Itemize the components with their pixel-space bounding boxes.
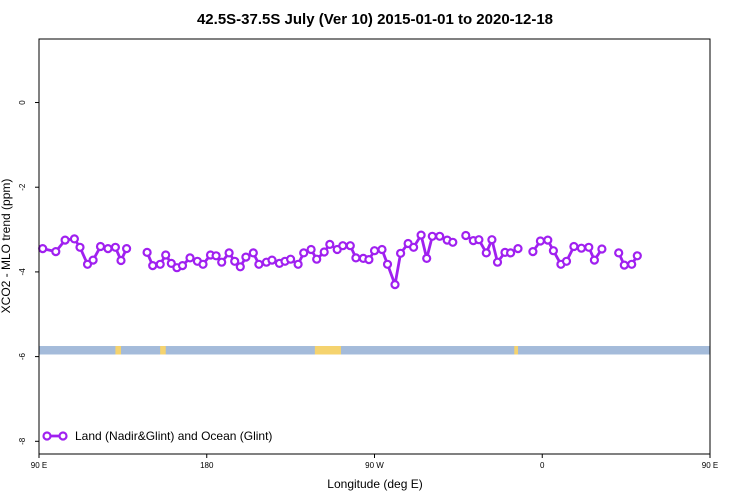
legend-marker-left <box>42 431 52 441</box>
data-point <box>95 241 106 252</box>
data-point <box>38 244 48 254</box>
data-point <box>148 261 158 271</box>
data-point <box>345 241 355 251</box>
x-axis-label: Longitude (deg E) <box>327 477 422 491</box>
data-point <box>75 242 85 252</box>
x-tick-label: 0 <box>540 461 545 470</box>
data-point <box>69 234 80 244</box>
series-layer <box>38 230 642 290</box>
data-point <box>286 254 296 264</box>
y-tick-label: -6 <box>18 353 27 361</box>
data-point <box>390 280 400 290</box>
data-point <box>435 231 445 241</box>
data-point <box>569 241 579 252</box>
data-point <box>267 255 277 265</box>
data-point <box>535 236 546 246</box>
data-point <box>121 244 132 254</box>
data-point <box>51 247 61 257</box>
data-point <box>142 247 152 257</box>
data-point <box>619 260 629 270</box>
data-point <box>584 242 594 252</box>
x-axis: 90 E 180 90 W 0 90 E <box>31 454 718 470</box>
data-point <box>561 256 572 266</box>
y-tick-label: -8 <box>18 437 27 445</box>
data-point <box>427 231 437 241</box>
data-point <box>416 230 426 240</box>
data-point <box>312 254 322 264</box>
land-patch <box>160 346 166 355</box>
data-point <box>461 230 471 241</box>
data-point <box>198 259 208 269</box>
x-tick-label: 180 <box>200 461 214 470</box>
data-point <box>369 246 380 256</box>
y-tick-label: -4 <box>18 268 27 276</box>
data-point <box>627 259 637 269</box>
data-point <box>166 258 176 268</box>
land-patch <box>514 346 519 355</box>
data-point <box>60 235 70 245</box>
data-point <box>110 242 121 252</box>
legend-label: Land (Nadir&Glint) and Ocean (Glint) <box>75 429 272 443</box>
data-point <box>217 257 227 267</box>
chart-title: 42.5S-37.5S July (Ver 10) 2015-01-01 to … <box>197 11 553 28</box>
data-point <box>88 255 98 265</box>
data-point <box>614 248 624 258</box>
data-point <box>299 248 309 258</box>
data-point <box>319 247 329 257</box>
land-ocean-strip <box>39 346 710 355</box>
data-point <box>177 261 188 271</box>
y-tick-label: 0 <box>18 100 27 105</box>
y-axis-label: XCO2 - MLO trend (ppm) <box>0 179 13 314</box>
data-point <box>448 237 458 247</box>
data-point <box>241 252 251 262</box>
data-point <box>548 246 559 256</box>
data-point <box>474 235 484 245</box>
data-point <box>576 243 587 253</box>
data-point <box>513 244 523 254</box>
data-point <box>293 259 303 269</box>
x-tick-label: 90 W <box>365 461 384 470</box>
data-point <box>589 255 600 265</box>
x-tick-label: 90 E <box>31 461 47 470</box>
data-point <box>481 248 491 258</box>
data-point <box>338 241 348 251</box>
data-point <box>254 259 264 269</box>
data-point <box>422 253 432 263</box>
data-point <box>632 251 642 261</box>
data-point <box>306 244 316 255</box>
y-tick-label: -2 <box>18 183 27 191</box>
data-point <box>528 247 538 257</box>
data-point <box>325 239 335 249</box>
data-point <box>382 259 393 269</box>
data-point <box>487 235 497 245</box>
land-patch <box>115 346 122 355</box>
data-point <box>364 255 374 265</box>
data-point <box>248 248 258 258</box>
data-point <box>506 248 516 258</box>
data-point <box>185 253 195 263</box>
data-point <box>377 244 387 255</box>
data-point <box>409 242 419 252</box>
data-point <box>597 244 607 254</box>
ocean-strip <box>39 346 710 355</box>
data-point <box>211 251 221 261</box>
data-point <box>543 235 553 245</box>
y-axis: 0 -2 -4 -6 -8 <box>18 100 39 445</box>
x-tick-label: 90 E <box>702 461 718 470</box>
legend-marker-right <box>58 431 68 441</box>
data-point <box>155 259 165 269</box>
data-point <box>351 253 361 263</box>
data-point <box>116 255 126 266</box>
data-point <box>396 248 406 258</box>
data-point <box>103 244 113 254</box>
data-point <box>492 257 503 267</box>
land-patch <box>314 346 341 355</box>
data-point <box>235 262 245 272</box>
data-point <box>230 256 240 266</box>
legend: Land (Nadir&Glint) and Ocean (Glint) <box>42 429 272 443</box>
data-point <box>224 248 234 258</box>
data-point <box>161 250 171 260</box>
